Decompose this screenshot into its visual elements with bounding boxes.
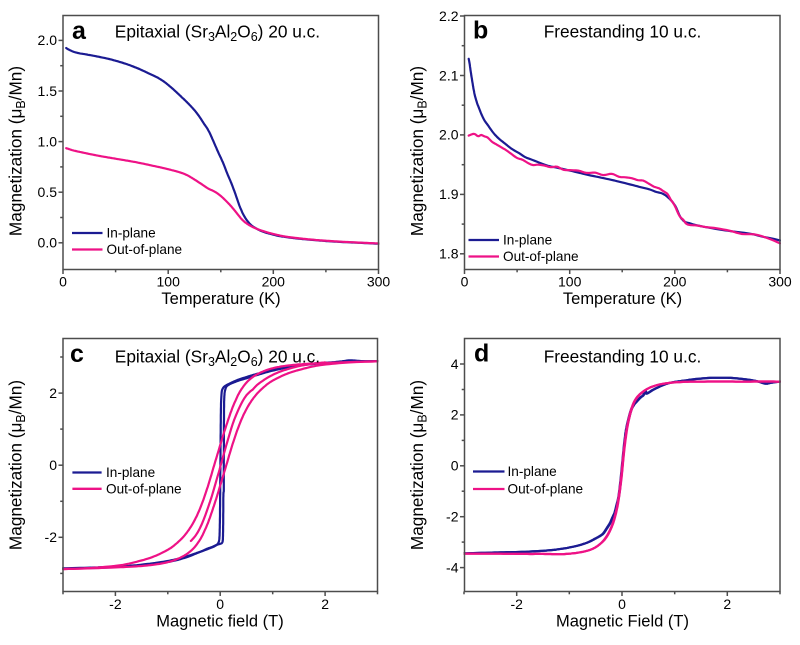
svg-text:0: 0: [49, 457, 57, 473]
svg-text:a: a: [72, 17, 87, 45]
svg-text:Magnetization (μB/Mn): Magnetization (μB/Mn): [407, 380, 430, 550]
svg-text:Freestanding 10 u.c.: Freestanding 10 u.c.: [544, 346, 702, 366]
svg-text:b: b: [473, 17, 488, 45]
svg-text:0: 0: [618, 596, 626, 612]
svg-text:c: c: [70, 340, 84, 368]
svg-text:Magnetization (μB/Mn): Magnetization (μB/Mn): [6, 66, 29, 236]
svg-text:Magnetization (μB/Mn): Magnetization (μB/Mn): [407, 66, 430, 236]
svg-text:1.8: 1.8: [439, 246, 459, 262]
svg-text:Magnetic Field (T): Magnetic Field (T): [556, 613, 689, 631]
svg-text:2: 2: [49, 385, 57, 401]
svg-text:Out-of-plane: Out-of-plane: [508, 482, 584, 497]
svg-text:2.0: 2.0: [439, 127, 459, 143]
svg-text:-2: -2: [45, 529, 58, 545]
svg-text:Out-of-plane: Out-of-plane: [503, 249, 579, 264]
svg-text:0: 0: [216, 596, 224, 612]
svg-text:300: 300: [367, 274, 391, 290]
svg-text:Temperature (K): Temperature (K): [563, 290, 682, 308]
svg-text:In-plane: In-plane: [503, 233, 552, 248]
svg-text:Epitaxial (Sr3Al2O6) 20 u.c.: Epitaxial (Sr3Al2O6) 20 u.c.: [115, 346, 320, 369]
svg-text:2: 2: [723, 596, 731, 612]
svg-text:Magnetization (μB/Mn): Magnetization (μB/Mn): [6, 380, 29, 550]
svg-text:In-plane: In-plane: [106, 465, 155, 480]
svg-text:Magnetic field (T): Magnetic field (T): [156, 613, 283, 631]
svg-text:2: 2: [451, 407, 459, 423]
svg-text:100: 100: [558, 274, 582, 290]
svg-text:0.5: 0.5: [38, 184, 58, 200]
svg-text:-2: -2: [510, 596, 523, 612]
svg-text:-2: -2: [446, 509, 459, 525]
svg-text:Out-of-plane: Out-of-plane: [106, 481, 182, 496]
svg-text:4: 4: [451, 356, 459, 372]
svg-text:200: 200: [663, 274, 687, 290]
svg-text:0: 0: [59, 274, 67, 290]
svg-text:300: 300: [768, 274, 792, 290]
svg-text:Epitaxial (Sr3Al2O6) 20 u.c.: Epitaxial (Sr3Al2O6) 20 u.c.: [115, 22, 320, 45]
svg-text:0: 0: [451, 458, 459, 474]
svg-text:2.1: 2.1: [439, 67, 459, 83]
svg-text:Out-of-plane: Out-of-plane: [107, 242, 183, 257]
svg-text:Freestanding 10 u.c.: Freestanding 10 u.c.: [544, 22, 702, 42]
svg-text:1.0: 1.0: [38, 133, 58, 149]
svg-text:In-plane: In-plane: [107, 226, 156, 241]
svg-text:2.0: 2.0: [38, 32, 58, 48]
svg-text:100: 100: [157, 274, 181, 290]
svg-text:200: 200: [262, 274, 286, 290]
svg-text:-4: -4: [446, 559, 459, 575]
svg-text:Temperature (K): Temperature (K): [161, 290, 280, 308]
svg-text:0.0: 0.0: [38, 235, 58, 251]
svg-text:0: 0: [461, 274, 469, 290]
svg-text:-2: -2: [109, 596, 122, 612]
svg-text:2: 2: [321, 596, 329, 612]
svg-text:In-plane: In-plane: [508, 464, 557, 479]
svg-text:1.5: 1.5: [38, 83, 58, 99]
svg-text:d: d: [474, 340, 489, 368]
svg-text:1.9: 1.9: [439, 186, 459, 202]
svg-text:2.2: 2.2: [439, 8, 459, 24]
